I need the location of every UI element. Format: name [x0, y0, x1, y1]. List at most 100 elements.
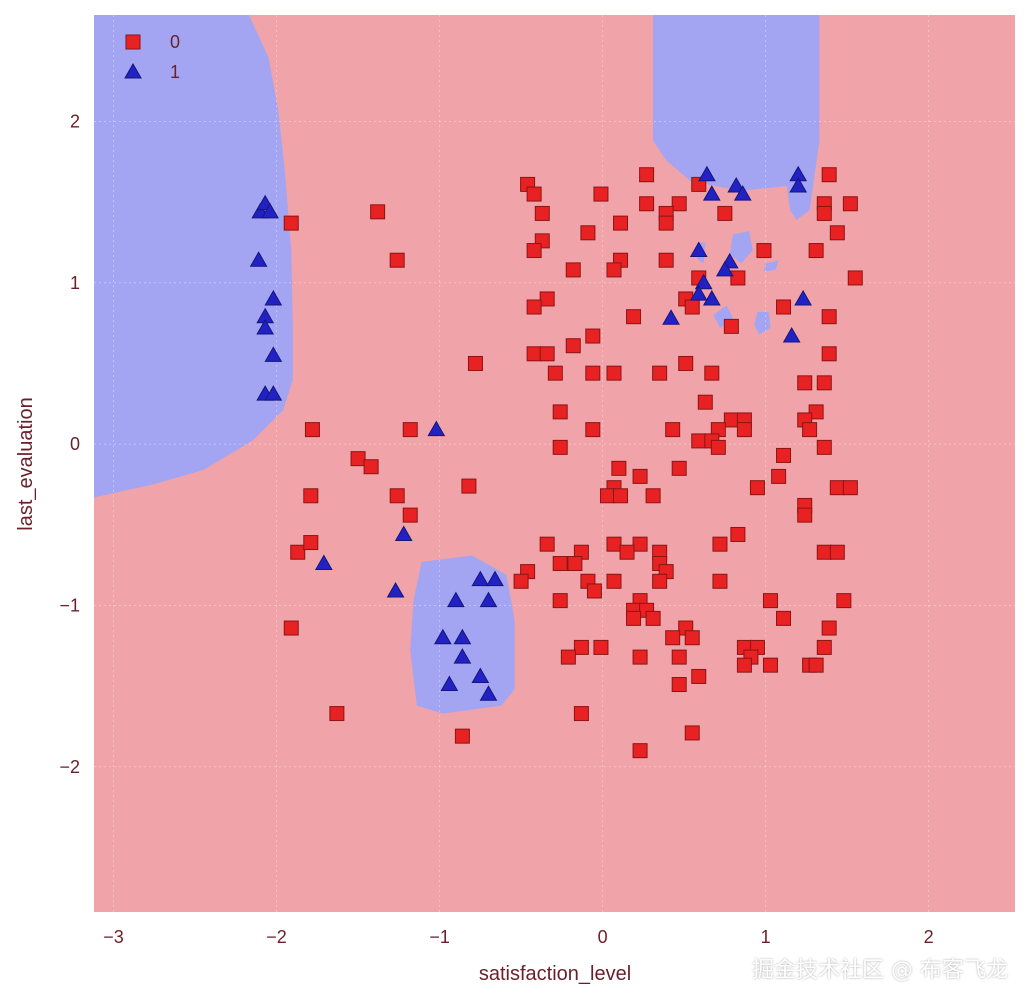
point-class-0: [539, 536, 555, 552]
point-class-0: [513, 573, 529, 589]
point-class-0: [585, 422, 601, 438]
point-class-1: [486, 570, 504, 587]
region-class-1: [94, 15, 293, 498]
point-class-0: [717, 205, 733, 221]
y-axis-ticks: −2 −1 0 1 2: [59, 111, 80, 776]
point-class-0: [363, 459, 379, 475]
point-class-0: [632, 536, 648, 552]
point-class-1: [314, 554, 333, 571]
point-class-0: [736, 657, 752, 673]
point-class-1: [733, 185, 752, 201]
x-tick-label: −2: [266, 927, 287, 947]
point-class-0: [626, 309, 642, 325]
point-class-0: [762, 593, 778, 609]
point-class-0: [389, 488, 405, 504]
point-class-0: [736, 422, 752, 438]
point-class-0: [329, 706, 345, 722]
point-class-1: [702, 185, 721, 201]
point-class-1: [471, 570, 490, 587]
y-tick-label: −2: [59, 757, 80, 777]
point-class-0: [671, 196, 687, 212]
point-class-0: [304, 422, 320, 438]
point-class-0: [632, 468, 648, 484]
point-class-0: [730, 270, 746, 286]
point-class-0: [606, 536, 622, 552]
point-class-1: [440, 675, 459, 692]
point-class-1: [479, 685, 498, 701]
point-class-0: [749, 480, 765, 496]
point-class-0: [283, 215, 299, 231]
point-class-0: [593, 186, 609, 202]
point-class-0: [645, 488, 661, 504]
point-class-0: [723, 412, 739, 428]
point-class-0: [771, 468, 787, 484]
point-class-1: [453, 648, 472, 664]
y-tick-label: 2: [70, 111, 80, 131]
point-class-0: [712, 573, 728, 589]
point-class-0: [802, 422, 818, 438]
point-class-0: [565, 338, 581, 354]
point-class-0: [808, 243, 824, 259]
point-class-0: [712, 536, 728, 552]
legend-label-class0: 0: [170, 32, 180, 52]
point-class-1: [727, 177, 746, 193]
point-class-1: [394, 525, 413, 541]
point-class-0: [585, 328, 601, 344]
point-class-0: [402, 507, 418, 523]
point-class-1: [694, 273, 713, 290]
y-tick-label: 1: [70, 273, 80, 293]
point-class-0: [526, 299, 542, 315]
y-tick-label: −1: [59, 595, 80, 615]
point-class-0: [652, 365, 668, 381]
point-class-0: [816, 439, 832, 455]
watermark: 掘金技术社区 @ 布客飞龙: [752, 958, 1008, 983]
point-class-0: [461, 478, 477, 494]
point-class-0: [710, 439, 726, 455]
point-class-0: [639, 196, 655, 212]
point-class-0: [552, 404, 568, 420]
point-class-0: [723, 318, 739, 334]
point-class-0: [402, 422, 418, 438]
point-class-1: [662, 309, 680, 325]
point-class-0: [665, 630, 681, 646]
point-class-0: [526, 346, 542, 362]
point-class-0: [283, 620, 299, 636]
point-class-1: [689, 241, 708, 258]
point-class-0: [842, 196, 858, 212]
point-class-0: [704, 365, 720, 381]
x-tick-label: −1: [429, 927, 450, 947]
point-class-0: [567, 556, 583, 572]
point-class-0: [762, 657, 778, 673]
point-class-1: [782, 327, 801, 343]
point-class-0: [586, 583, 602, 599]
point-class-1: [794, 289, 812, 306]
point-class-0: [821, 620, 837, 636]
point-class-0: [593, 639, 609, 655]
point-class-0: [776, 610, 792, 626]
point-class-0: [547, 365, 563, 381]
y-axis-label: last_evaluation: [15, 397, 37, 530]
point-class-0: [565, 262, 581, 278]
point-class-1: [789, 177, 808, 193]
point-class-0: [658, 215, 674, 231]
point-class-0: [821, 346, 837, 362]
x-axis-ticks: −3 −2 −1 0 1 2: [103, 927, 933, 947]
region-class-1: [713, 305, 733, 328]
point-class-0: [816, 544, 832, 560]
y-tick-label: 0: [70, 434, 80, 454]
point-class-0: [836, 593, 852, 609]
point-class-1: [471, 667, 490, 683]
point-class-1: [264, 289, 283, 306]
point-class-0: [539, 291, 555, 307]
point-class-1: [479, 591, 498, 608]
point-class-1: [249, 251, 268, 267]
point-class-0: [829, 480, 845, 496]
x-tick-label: 1: [761, 927, 771, 947]
x-axis-label: satisfaction_level: [479, 963, 631, 985]
point-class-0: [842, 480, 858, 496]
region-class-1: [653, 15, 820, 220]
legend-label-class1: 1: [170, 62, 180, 82]
point-class-1: [256, 318, 275, 335]
point-class-0: [671, 677, 687, 693]
